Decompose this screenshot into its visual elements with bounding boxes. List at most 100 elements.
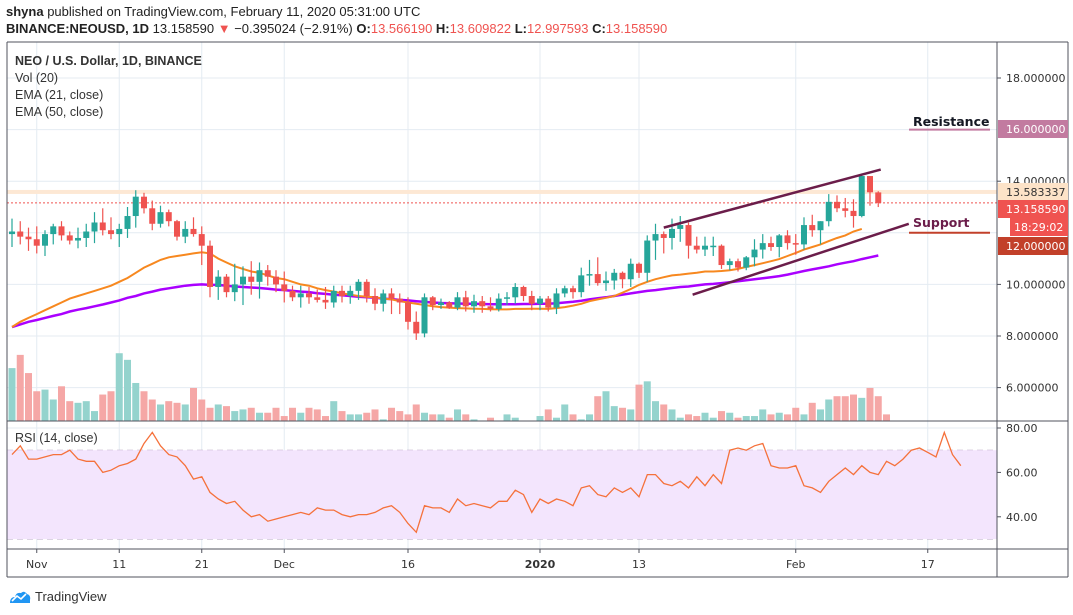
time-tick-label: 16 <box>401 558 415 571</box>
time-tick-label: Nov <box>26 558 48 571</box>
footer-brand[interactable]: TradingView <box>35 589 107 604</box>
volume-bar <box>487 417 494 421</box>
price-levels <box>7 128 997 234</box>
candle-body <box>339 290 345 297</box>
price-axis[interactable]: 18.00000014.00000010.0000008.0000006.000… <box>997 72 1066 524</box>
candle-body <box>636 263 642 273</box>
candle-body <box>281 284 288 291</box>
volume-bar <box>346 414 354 421</box>
volume-bar <box>313 409 321 421</box>
candle-body <box>850 210 857 217</box>
high-line-tag <box>998 183 1068 200</box>
volume-bar <box>297 412 305 421</box>
volume-bar <box>322 416 329 421</box>
candle-body <box>363 281 370 297</box>
high-label: H: <box>435 21 450 36</box>
volume-bar <box>544 409 552 421</box>
tradingview-logo-icon <box>10 591 31 603</box>
candle-body <box>487 306 494 309</box>
candle-body <box>413 321 420 334</box>
candle-body <box>735 261 741 268</box>
volume-bar <box>412 404 420 421</box>
annotations: Resistance Support <box>913 114 989 230</box>
candle-body <box>108 230 114 235</box>
candle-body <box>207 245 213 287</box>
candle-body <box>297 293 304 298</box>
candle-body <box>355 281 362 291</box>
candle-body <box>25 236 32 240</box>
candle-body <box>512 286 519 298</box>
volume-bar <box>511 417 519 421</box>
trendlines[interactable] <box>663 168 910 296</box>
time-tick-label: 2020 <box>525 558 556 571</box>
volume-bar <box>239 409 247 421</box>
candle-body <box>372 296 378 304</box>
volume-bar <box>866 387 874 421</box>
volume-bar <box>404 414 412 421</box>
time-tick-label: Feb <box>786 558 805 571</box>
volume-bar <box>610 406 618 421</box>
volume-bar <box>305 407 313 421</box>
rsi-tick-label: 60.00 <box>1006 466 1038 479</box>
volume-bar <box>668 409 676 421</box>
volume-bar <box>223 406 230 421</box>
volume-bar <box>462 414 470 421</box>
candle-body <box>660 234 667 238</box>
volume-bar <box>16 354 24 421</box>
volume-bar <box>33 391 41 421</box>
volume-bar <box>82 401 90 421</box>
candle-body <box>801 225 807 245</box>
candle-body <box>776 235 783 247</box>
resistance-price-tag <box>998 120 1068 138</box>
volume-bar <box>231 411 239 421</box>
candle-body <box>570 288 576 293</box>
legend-ema50[interactable]: EMA (50, close) <box>15 105 104 119</box>
candle-body <box>553 293 560 308</box>
publish-info: shyna published on TradingView.com, Febr… <box>6 4 420 19</box>
candle-body <box>627 263 634 280</box>
volume-bar <box>379 419 387 421</box>
candle-body <box>58 226 65 236</box>
candle-body <box>578 275 585 293</box>
legend-ema21[interactable]: EMA (21, close) <box>15 88 104 102</box>
volume-bar <box>652 401 659 421</box>
rsi-tick-label: 40.00 <box>1006 511 1038 524</box>
ema21-line <box>11 227 863 328</box>
volume-bar <box>883 414 890 421</box>
volume-bar <box>289 407 296 421</box>
volume-bar <box>396 411 404 421</box>
volume-bar <box>41 389 49 421</box>
volume-bar <box>643 381 651 421</box>
candle-body <box>124 216 131 229</box>
candle-body <box>685 225 692 246</box>
rsi-legend[interactable]: RSI (14, close) <box>15 431 98 445</box>
candle-body <box>611 272 618 281</box>
volume-bar <box>874 396 882 421</box>
candles <box>9 173 882 340</box>
candle-body <box>256 270 263 282</box>
volume-bar <box>833 396 841 421</box>
open-value: 13.566190 <box>370 21 433 36</box>
candle-body <box>17 231 24 237</box>
volume-bar <box>577 419 585 421</box>
volume-bar <box>709 417 717 421</box>
rsi-tick-label: 80.00 <box>1006 422 1038 435</box>
volume-bar <box>330 401 338 421</box>
candle-body <box>792 243 799 245</box>
volume-bar <box>841 396 849 421</box>
candle-body <box>702 245 708 250</box>
legend-volume[interactable]: Vol (20) <box>15 71 59 85</box>
candle-body <box>248 276 255 282</box>
volume-bar <box>767 414 775 421</box>
candle-body <box>264 270 271 277</box>
volume-bar <box>99 394 107 421</box>
candle-body <box>421 297 428 334</box>
candle-body <box>289 290 296 298</box>
candle-body <box>652 234 659 241</box>
volume-bar <box>701 412 709 421</box>
volume-bar <box>8 368 16 421</box>
time-axis[interactable]: Nov 11 21 Dec 16 2020 13 Feb 17 <box>26 549 935 571</box>
volume-bar <box>429 414 437 421</box>
candle-body <box>842 208 849 211</box>
